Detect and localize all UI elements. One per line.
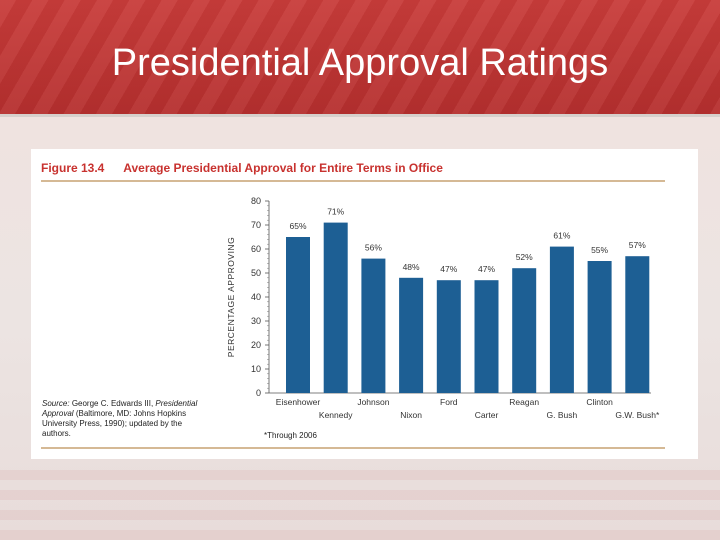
bar-value-label: 56% — [365, 243, 382, 253]
figure-source: Source: George C. Edwards III, President… — [42, 399, 212, 439]
bar-chart: 0 10 20 30 40 50 60 70 80 PERCENTAGE APPROVING 65%… — [226, 196, 660, 420]
bar-value-label: 52% — [516, 252, 533, 262]
y-tick-label: 10 — [251, 364, 261, 374]
bar — [361, 258, 386, 393]
y-tick-label: 30 — [251, 316, 261, 326]
background-flag-stripes — [0, 460, 720, 540]
y-tick-label: 40 — [251, 292, 261, 302]
y-tick-label: 20 — [251, 340, 261, 350]
figure-title-text: Average Presidential Approval for Entire… — [123, 161, 443, 175]
x-category-label: Reagan — [509, 397, 539, 407]
x-category-label: Clinton — [586, 397, 613, 407]
source-author: George C. Edwards III, — [71, 399, 154, 408]
figure-panel: Figure 13.4 Average Presidential Approva… — [31, 149, 698, 459]
x-category-label: Nixon — [400, 410, 422, 420]
bar-value-label: 47% — [440, 264, 457, 274]
source-book: Presidential Approval — [42, 399, 198, 418]
bar-value-label: 48% — [403, 262, 420, 272]
bar-value-label: 57% — [629, 240, 646, 250]
x-category-label: G. Bush — [547, 410, 578, 420]
header-background-stripes — [0, 0, 720, 114]
slide-header: Presidential Approval Ratings — [0, 0, 720, 117]
figure-top-rule — [41, 180, 665, 182]
bar-value-label: 55% — [591, 245, 608, 255]
figure-number: Figure 13.4 — [41, 161, 105, 175]
source-label: Source: — [42, 399, 70, 408]
bar — [512, 268, 537, 393]
y-tick-label: 0 — [256, 388, 261, 398]
bar — [286, 237, 310, 393]
x-category-label: G.W. Bush* — [615, 410, 660, 420]
bar — [399, 277, 424, 393]
bar — [436, 280, 461, 393]
bar-value-label: 71% — [327, 207, 344, 217]
bar-value-label: 61% — [553, 231, 570, 241]
y-tick-label: 80 — [251, 196, 261, 206]
bar — [474, 280, 499, 393]
source-publisher: (Baltimore, MD: Johns Hopkins University… — [42, 409, 187, 438]
bar — [587, 261, 612, 393]
bar — [323, 222, 348, 393]
x-category-label: Eisenhower — [276, 397, 321, 407]
y-tick-label: 70 — [251, 220, 261, 230]
x-category-label: Ford — [440, 397, 458, 407]
y-tick-label: 50 — [251, 268, 261, 278]
x-category-label: Johnson — [357, 397, 389, 407]
slide-title: Presidential Approval Ratings — [111, 42, 609, 84]
bar-value-label: 47% — [478, 264, 495, 274]
bar-value-label: 65% — [289, 221, 306, 231]
figure-title: Figure 13.4 Average Presidential Approva… — [41, 161, 443, 175]
y-tick-label: 60 — [251, 244, 261, 254]
x-category-label: Carter — [475, 410, 499, 420]
y-axis-title: PERCENTAGE APPROVING — [226, 237, 236, 357]
bar — [549, 246, 574, 393]
bar — [625, 256, 650, 393]
figure-bottom-rule — [41, 447, 665, 449]
footnote: *Through 2006 — [264, 431, 317, 440]
x-category-label: Kennedy — [319, 410, 353, 420]
